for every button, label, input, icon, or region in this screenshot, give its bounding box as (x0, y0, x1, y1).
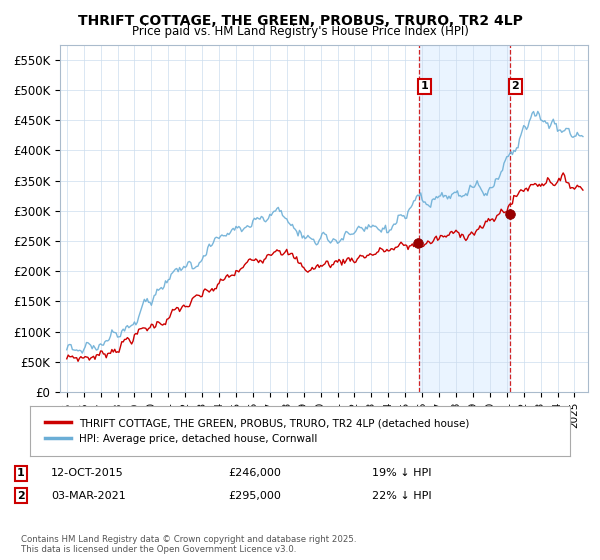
Text: £246,000: £246,000 (228, 468, 281, 478)
Text: THRIFT COTTAGE, THE GREEN, PROBUS, TRURO, TR2 4LP: THRIFT COTTAGE, THE GREEN, PROBUS, TRURO… (77, 14, 523, 28)
Text: 22% ↓ HPI: 22% ↓ HPI (372, 491, 431, 501)
Text: 1: 1 (420, 81, 428, 91)
Text: £295,000: £295,000 (228, 491, 281, 501)
Text: 1: 1 (17, 468, 25, 478)
Text: Price paid vs. HM Land Registry's House Price Index (HPI): Price paid vs. HM Land Registry's House … (131, 25, 469, 38)
Text: 2: 2 (511, 81, 519, 91)
Text: 19% ↓ HPI: 19% ↓ HPI (372, 468, 431, 478)
Text: 2: 2 (17, 491, 25, 501)
Bar (419, 45, 509, 392)
Text: 03-MAR-2021: 03-MAR-2021 (51, 491, 126, 501)
Legend: THRIFT COTTAGE, THE GREEN, PROBUS, TRURO, TR2 4LP (detached house), HPI: Average: THRIFT COTTAGE, THE GREEN, PROBUS, TRURO… (41, 414, 473, 448)
Text: Contains HM Land Registry data © Crown copyright and database right 2025.
This d: Contains HM Land Registry data © Crown c… (21, 535, 356, 554)
Text: 12-OCT-2015: 12-OCT-2015 (51, 468, 124, 478)
